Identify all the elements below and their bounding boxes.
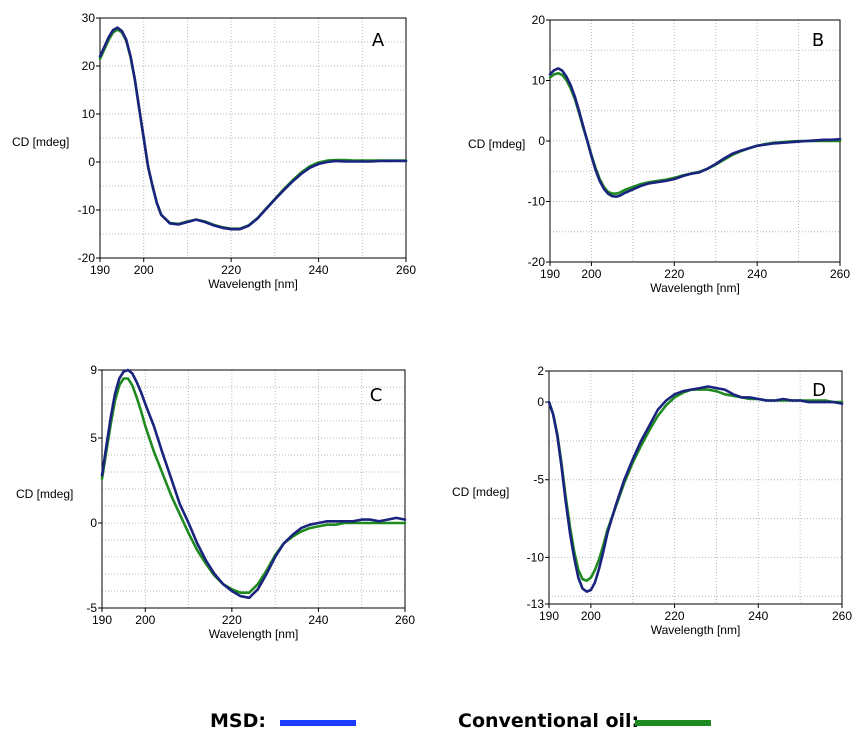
x-tick-label: 190 [540,267,560,281]
y-tick-label: 9 [90,363,97,377]
y-tick-label: -20 [78,251,96,265]
legend-oil-line [635,720,711,726]
x-tick-label: 200 [135,613,155,627]
y-tick-label: -10 [527,550,545,564]
chart-panel-d: 190 200 220 240 260 -13 -10 -5 0 2 Wavelength [nm]… [452,364,852,637]
y-tick-label: 10 [82,107,96,121]
series-line-msd [100,368,407,600]
y-tick-label: 10 [532,74,546,88]
series-line-oil [100,377,407,595]
x-tick-label: 190 [539,609,559,623]
x-tick-label: 220 [664,267,684,281]
y-tick-label: 2 [537,364,544,378]
chart-panel-b: 190 200 220 240 260 -20 -10 0 10 20 Wavelength [nm… [468,13,850,295]
x-axis-label: Wavelength [nm] [651,623,741,637]
series-line-oil [98,28,408,230]
y-tick-label: 0 [538,134,545,148]
x-tick-label: 260 [832,609,852,623]
x-tick-label: 240 [747,267,767,281]
series-line-msd [548,67,842,198]
x-axis-label: Wavelength [nm] [208,277,298,291]
y-axis-label: CD [mdeg] [468,137,525,151]
x-axis-label: Wavelength [nm] [209,627,299,641]
x-tick-label: 220 [665,609,685,623]
x-tick-label: 260 [396,263,416,277]
y-tick-label: -10 [528,195,546,209]
y-axis-label: CD [mdeg] [16,487,73,501]
y-axis-label: CD [mdeg] [452,485,509,499]
y-tick-label: -5 [86,601,97,615]
series-line-oil [547,388,844,583]
x-tick-label: 200 [134,263,154,277]
x-tick-label: 220 [221,263,241,277]
x-tick-label: 260 [830,267,850,281]
panel-label: A [372,30,385,51]
x-tick-label: 200 [581,267,601,281]
x-tick-label: 220 [222,613,242,627]
x-tick-label: 240 [309,263,329,277]
legend-msd-line [280,720,356,726]
panel-label: D [812,380,826,401]
plot-frame [101,369,406,609]
y-tick-label: 0 [88,155,95,169]
y-tick-label: 5 [90,431,97,445]
series-line-msd [547,385,844,593]
y-tick-label: -5 [533,473,544,487]
y-tick-label: -13 [527,597,545,611]
legend: MSD: Conventional oil: [0,700,863,740]
y-tick-label: 30 [82,11,96,25]
y-tick-label: 20 [82,59,96,73]
x-axis-label: Wavelength [nm] [650,281,740,295]
y-tick-label: 20 [532,13,546,27]
chart-panel-a: 190 200 220 240 260 -20 -10 0 10 20 30 Wavelength [… [12,11,416,291]
x-tick-label: 240 [308,613,328,627]
x-tick-label: 260 [395,613,415,627]
x-tick-label: 200 [581,609,601,623]
x-tick-label: 190 [90,263,110,277]
plot-frame [99,17,407,259]
x-tick-label: 240 [748,609,768,623]
y-tick-label: 0 [90,516,97,530]
panel-label: B [812,30,824,51]
chart-panel-c: 190 200 220 240 260 -5 0 5 9 Wavelength [nm] CD [m… [16,363,415,641]
legend-oil-label: Conventional oil: [458,710,640,732]
y-axis-label: CD [mdeg] [12,135,69,149]
legend-msd-label: MSD: [210,710,266,732]
y-tick-label: -10 [78,203,96,217]
panel-label: C [370,385,383,406]
series-line-oil [548,71,842,195]
series-line-msd [98,26,408,231]
y-tick-label: -20 [528,255,546,269]
y-tick-label: 0 [537,395,544,409]
plot-frame [548,370,843,605]
x-tick-label: 190 [92,613,112,627]
